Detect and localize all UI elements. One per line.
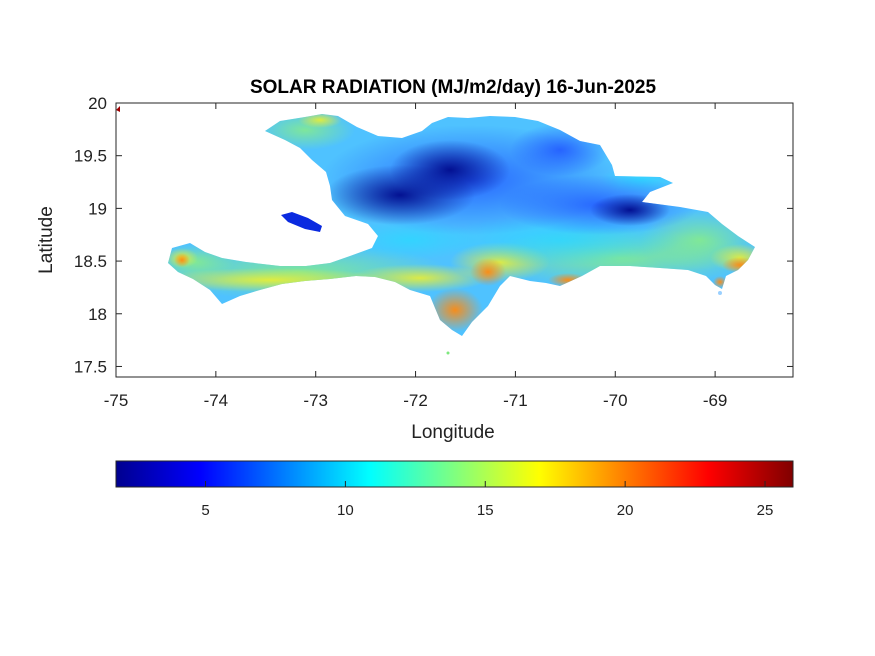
offshore-speck-3 bbox=[446, 351, 450, 355]
y-tick-label: 18 bbox=[88, 305, 107, 324]
x-tick-label: -73 bbox=[303, 391, 328, 410]
y-tick-label: 19.5 bbox=[74, 147, 107, 166]
offshore-speck-2 bbox=[718, 291, 722, 295]
colorbar bbox=[115, 460, 794, 488]
x-tick-label: -72 bbox=[403, 391, 428, 410]
colorbar-tick-label: 10 bbox=[337, 502, 354, 519]
chart-title: SOLAR RADIATION (MJ/m2/day) 16-Jun-2025 bbox=[250, 77, 657, 98]
x-tick-label: -75 bbox=[104, 391, 129, 410]
y-axis-ticks: 17.5 18 18.5 19 19.5 20 bbox=[74, 94, 793, 376]
y-tick-label: 19 bbox=[88, 199, 107, 218]
colorbar-tick-label: 20 bbox=[617, 502, 634, 519]
x-tick-label: -71 bbox=[503, 391, 528, 410]
x-tick-label: -70 bbox=[603, 391, 628, 410]
axes-frame bbox=[115, 102, 794, 378]
y-tick-label: 20 bbox=[88, 94, 107, 113]
x-axis-label: Longitude bbox=[411, 422, 494, 443]
colorbar-tick-label: 25 bbox=[757, 502, 774, 519]
y-axis-label: Latitude bbox=[36, 206, 57, 274]
y-tick-label: 17.5 bbox=[74, 357, 107, 376]
gonave-island bbox=[281, 212, 322, 232]
colorbar-tick-label: 5 bbox=[201, 502, 209, 519]
y-tick-label: 18.5 bbox=[74, 252, 107, 271]
x-axis-ticks: -75 -74 -73 -72 -71 -70 -69 bbox=[104, 103, 728, 410]
offshore-speck bbox=[116, 106, 120, 112]
colorbar-ticks: 5 10 15 20 25 bbox=[201, 481, 773, 519]
x-tick-label: -74 bbox=[204, 391, 229, 410]
colorbar-tick-label: 15 bbox=[477, 502, 494, 519]
heatmap-field bbox=[116, 106, 755, 355]
x-tick-label: -69 bbox=[703, 391, 728, 410]
